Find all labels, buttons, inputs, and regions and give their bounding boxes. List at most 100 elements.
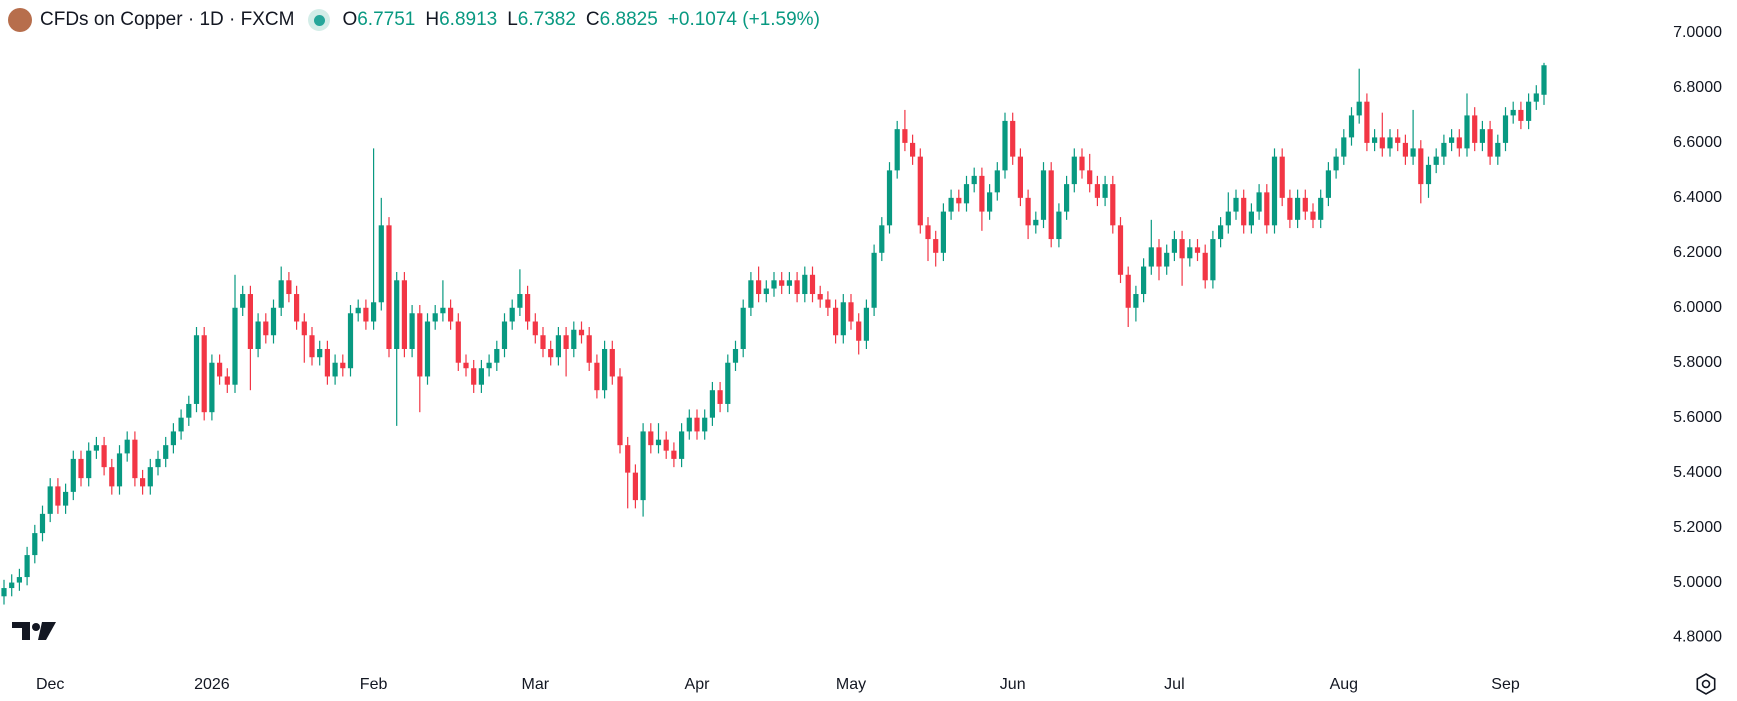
candle-body	[1040, 170, 1047, 220]
candle-body	[1202, 252, 1208, 281]
candle-body	[1402, 142, 1408, 157]
y-tick-label: 5.2000	[1673, 519, 1722, 536]
candle-body	[1271, 156, 1278, 226]
tv-logo[interactable]	[12, 622, 56, 640]
candle-body	[1387, 137, 1393, 149]
candle-body	[1148, 247, 1154, 267]
candle-body	[925, 225, 931, 240]
candle-body	[725, 362, 731, 404]
candle-body	[886, 170, 893, 226]
candle-body	[940, 211, 946, 253]
candle-body	[109, 467, 115, 487]
candle-body	[1395, 137, 1401, 143]
candle-body	[371, 302, 377, 322]
candle-body	[309, 335, 315, 358]
candle-body	[1518, 109, 1524, 121]
candle-body	[24, 555, 30, 578]
candle-body	[347, 313, 354, 369]
candle-body	[1002, 120, 1008, 171]
candle-body	[163, 445, 169, 459]
candle-body	[1010, 120, 1016, 157]
candle-body	[193, 335, 200, 404]
candle-body	[16, 577, 22, 583]
candle-body	[270, 307, 277, 336]
y-tick-label: 6.0000	[1673, 299, 1722, 316]
candle-body	[247, 294, 253, 349]
candle-body	[32, 533, 38, 556]
symbol-icon	[8, 8, 32, 32]
candle-body	[224, 376, 230, 385]
x-tick-label: Feb	[360, 676, 388, 693]
settings-icon[interactable]	[1696, 673, 1716, 695]
candle-body	[779, 280, 785, 286]
candle-body	[1125, 274, 1131, 308]
candle-body	[1533, 93, 1539, 102]
candle-body	[363, 307, 369, 322]
candle-body	[1479, 129, 1485, 143]
candle-body	[294, 294, 300, 322]
candle-body	[70, 458, 76, 492]
candle-body	[679, 431, 685, 459]
candle-body	[1310, 211, 1316, 220]
candle-body	[833, 307, 839, 336]
ohlc-key: L	[507, 9, 518, 30]
candle-body	[55, 486, 61, 506]
candle-body	[417, 313, 423, 377]
candle-body	[78, 458, 84, 479]
candle-body	[1379, 137, 1385, 149]
candle-body	[463, 362, 469, 369]
candle-body	[902, 129, 908, 143]
y-tick-label: 6.6000	[1673, 134, 1722, 151]
x-tick-label: May	[836, 676, 866, 693]
candle-body	[378, 225, 384, 303]
candle-body	[540, 335, 546, 349]
candle-body	[848, 302, 854, 322]
candle-body	[602, 348, 608, 391]
candle-body	[702, 417, 708, 432]
candle-body	[201, 335, 207, 413]
candle-body	[979, 175, 985, 212]
candle-body	[355, 307, 361, 314]
candle-body	[63, 491, 69, 506]
candle-body	[1287, 197, 1293, 220]
candle-body	[1025, 197, 1031, 226]
candle-body	[578, 329, 585, 336]
ohlc-value: 6.8913	[439, 9, 498, 30]
x-tick-label: Mar	[522, 676, 550, 693]
candle-body	[763, 288, 769, 295]
candle-body	[86, 450, 92, 479]
candle-body	[594, 362, 600, 391]
candle-body	[1179, 239, 1185, 259]
y-tick-label: 7.0000	[1673, 24, 1722, 41]
candle-body	[910, 142, 916, 157]
symbol-title[interactable]: CFDs on Copper · 1D · FXCM	[40, 9, 295, 30]
candle-body	[517, 294, 523, 308]
x-tick-label: Jul	[1164, 676, 1184, 693]
candle-body	[101, 445, 107, 468]
candle-body	[971, 175, 977, 185]
candle-body	[494, 348, 500, 363]
y-tick-label: 4.8000	[1673, 629, 1722, 646]
candles	[1, 62, 1547, 605]
candle-body	[917, 156, 923, 226]
candle-body	[116, 453, 123, 487]
candle-body	[478, 368, 484, 385]
candle-body	[1194, 247, 1201, 253]
candle-body	[1510, 109, 1516, 116]
candle-body	[555, 335, 561, 358]
candle-body	[1210, 239, 1216, 281]
candle-body	[617, 376, 623, 446]
candle-body	[170, 431, 176, 446]
candle-body	[771, 280, 777, 289]
candle-body	[525, 294, 531, 322]
y-tick-label: 5.0000	[1673, 574, 1722, 591]
candle-body	[1449, 137, 1455, 143]
x-tick-label: Jun	[1000, 676, 1026, 693]
candle-body	[1064, 184, 1070, 212]
candle-body	[1156, 247, 1162, 267]
candle-body	[1164, 252, 1170, 267]
candle-body	[440, 307, 446, 314]
status-dot	[308, 9, 331, 31]
candle-body	[856, 321, 862, 341]
